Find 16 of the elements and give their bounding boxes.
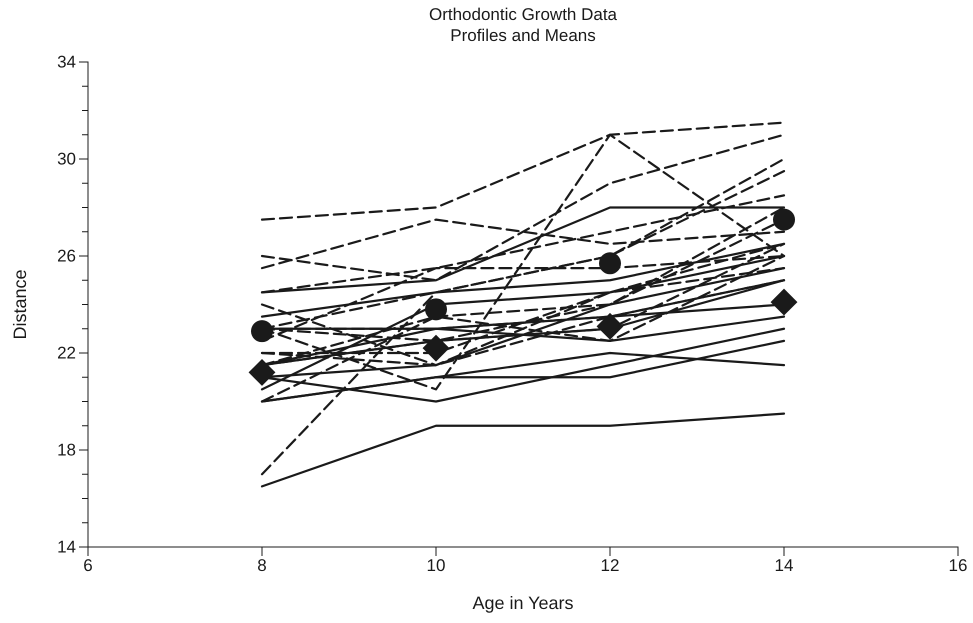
x-axis-title: Age in Years <box>472 593 574 613</box>
chart-subtitle: Profiles and Means <box>450 26 596 45</box>
x-tick-label: 10 <box>426 556 446 576</box>
y-tick-label: 30 <box>57 149 76 168</box>
x-tick-label: 12 <box>600 556 620 576</box>
x-tick-label: 6 <box>83 556 93 576</box>
x-tick-label: 16 <box>948 556 968 576</box>
y-axis-title: Distance <box>10 269 30 340</box>
x-tick-label: 8 <box>257 556 267 576</box>
y-tick-label: 26 <box>57 246 76 266</box>
y-tick-label: 34 <box>57 52 76 72</box>
y-tick-label: 14 <box>57 537 76 556</box>
chart-title: Orthodontic Growth Data <box>428 5 618 24</box>
y-tick-label: 22 <box>57 343 76 362</box>
y-tick-label: 18 <box>57 440 76 460</box>
x-tick-label: 14 <box>774 556 794 576</box>
